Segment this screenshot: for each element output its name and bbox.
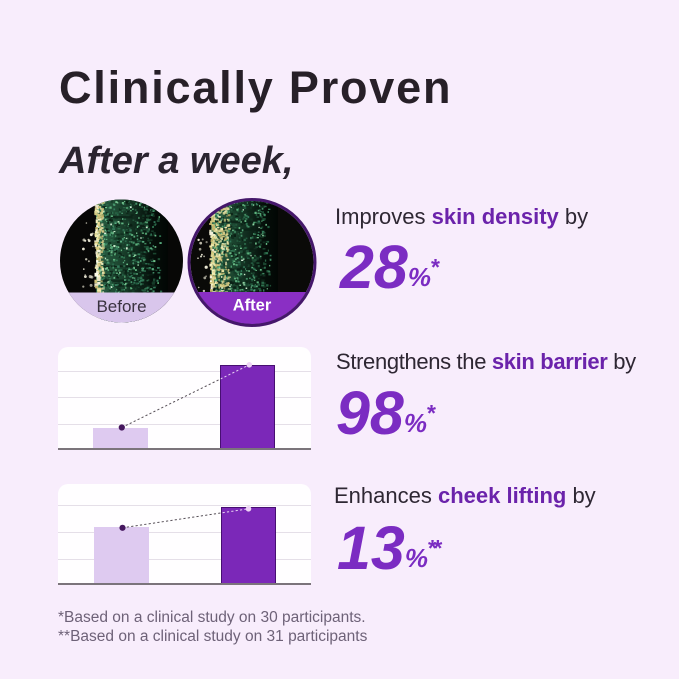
svg-text:Before: Before — [96, 297, 146, 316]
svg-text:After: After — [233, 297, 272, 315]
